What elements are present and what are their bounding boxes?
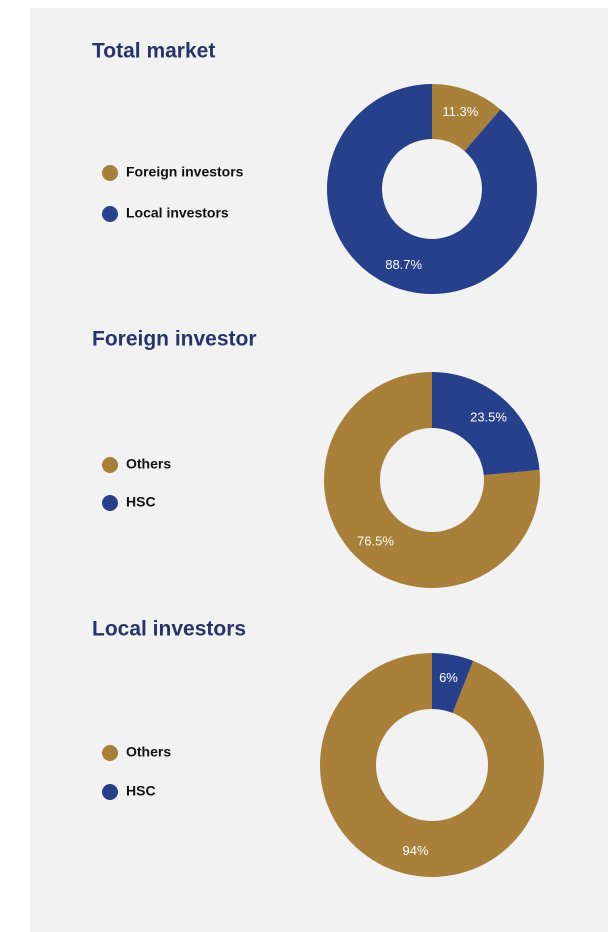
slice-label: 94% (402, 843, 428, 858)
legend-dot (102, 784, 118, 800)
legend-label: Local investors (126, 205, 229, 221)
slice-label: 76.5% (357, 534, 394, 549)
donut-slice (432, 653, 474, 713)
legend-label: Foreign investors (126, 164, 244, 180)
chart-title: Local investors (92, 618, 246, 641)
slice-label: 88.7% (385, 257, 422, 272)
donut-slice (327, 84, 537, 294)
donut-slice (432, 372, 540, 476)
legend-dot (102, 165, 118, 181)
legend-label: Others (126, 744, 171, 760)
legend-label: HSC (126, 494, 156, 510)
donut-slice (432, 84, 501, 152)
chart-title: Total market (92, 40, 215, 63)
legend-label: Others (126, 456, 171, 472)
slice-label: 23.5% (470, 409, 507, 424)
slice-label: 11.3% (442, 104, 478, 119)
donut-slice (320, 653, 544, 877)
legend-dot (102, 745, 118, 761)
legend-dot (102, 495, 118, 511)
chart-title: Foreign investor (92, 328, 257, 351)
legend-label: HSC (126, 783, 156, 799)
donut-slice (324, 372, 540, 588)
slice-label: 6% (439, 670, 458, 685)
legend-dot (102, 206, 118, 222)
legend-dot (102, 457, 118, 473)
